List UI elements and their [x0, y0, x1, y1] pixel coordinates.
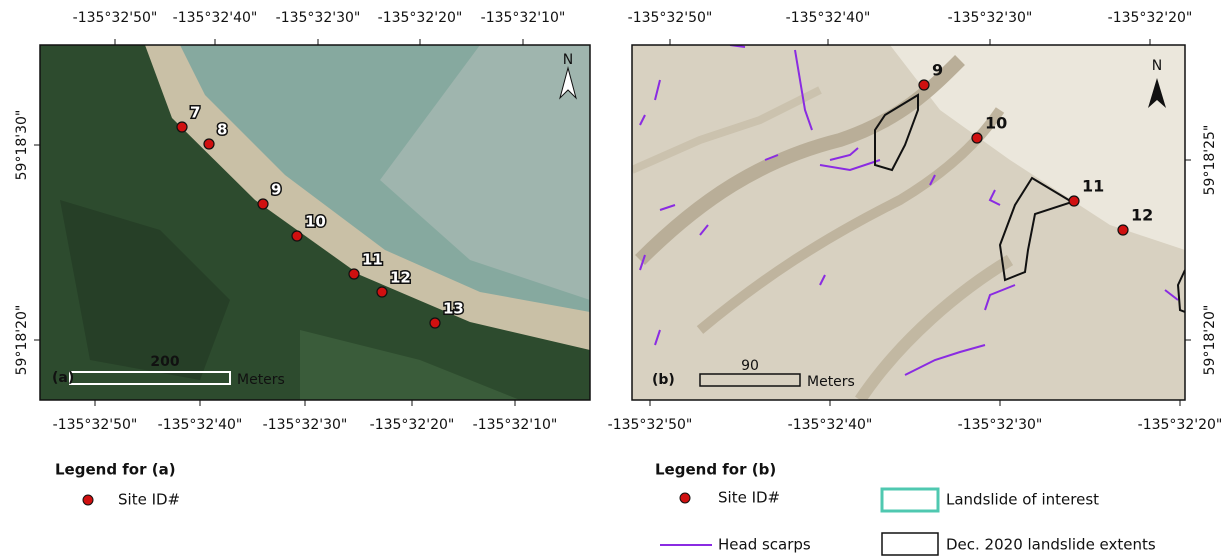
site-marker: [972, 133, 982, 143]
top-coordinate-label: -135°32'20": [378, 10, 463, 26]
top-coordinate-label: -135°32'40": [173, 10, 258, 26]
top-coordinate-label: -135°32'50": [628, 10, 713, 26]
site-marker: [1118, 225, 1128, 235]
site-label: 12: [1131, 206, 1153, 225]
top-coordinate-label: -135°32'20": [1108, 10, 1193, 26]
legend-title: Legend for (a): [55, 461, 176, 479]
legend-label: Site ID#: [118, 491, 180, 509]
bottom-coordinate-label: -135°32'40": [158, 417, 243, 433]
hillshade-b: [632, 45, 1185, 400]
site-marker: [919, 80, 929, 90]
scale-unit: Meters: [807, 374, 855, 390]
bottom-coordinate-label: -135°32'30": [958, 417, 1043, 433]
site-label: 9: [271, 181, 281, 199]
site-label: 13: [443, 300, 464, 318]
bottom-coordinate-label: -135°32'20": [1138, 417, 1223, 433]
side-coordinate-label: 59°18'30": [14, 110, 30, 181]
legend-label: Head scarps: [718, 536, 811, 554]
site-marker: [349, 269, 359, 279]
site-marker: [258, 199, 268, 209]
legend-interest-symbol: [882, 489, 938, 511]
scale-unit: Meters: [237, 372, 285, 388]
side-coordinate-label: 59°18'20": [14, 305, 30, 376]
bottom-coordinate-label: -135°32'50": [608, 417, 693, 433]
side-coordinate-label: 59°18'20": [1202, 305, 1218, 376]
bottom-coordinate-label: -135°32'20": [370, 417, 455, 433]
site-marker: [377, 287, 387, 297]
site-label: 12: [390, 269, 411, 287]
site-label: 11: [1082, 177, 1104, 196]
site-label: 10: [985, 114, 1007, 133]
north-label: N: [563, 52, 573, 68]
legend-title: Legend for (b): [655, 461, 776, 479]
legend-label: Dec. 2020 landslide extents: [946, 536, 1156, 554]
top-coordinate-label: -135°32'30": [276, 10, 361, 26]
site-marker: [177, 122, 187, 132]
legend-label: Site ID#: [718, 489, 780, 507]
legend-site-symbol: [680, 493, 690, 503]
site-label: 8: [217, 121, 227, 139]
scale-value: 200: [150, 354, 179, 370]
site-marker: [292, 231, 302, 241]
bottom-coordinate-label: -135°32'10": [473, 417, 558, 433]
legend-label: Landslide of interest: [946, 491, 1099, 509]
figure: Legend for (a) Site ID# Legend for (b) S…: [0, 0, 1228, 557]
site-label: 11: [362, 251, 383, 269]
top-coordinate-label: -135°32'50": [73, 10, 158, 26]
site-label: 10: [305, 213, 326, 231]
scale-value: 90: [741, 358, 759, 374]
site-marker: [1069, 196, 1079, 206]
bottom-coordinate-label: -135°32'40": [788, 417, 873, 433]
panel-label: (b): [652, 372, 675, 388]
top-coordinate-label: -135°32'40": [786, 10, 871, 26]
top-coordinate-label: -135°32'30": [948, 10, 1033, 26]
site-label: 7: [190, 104, 200, 122]
site-marker: [430, 318, 440, 328]
site-marker: [204, 139, 214, 149]
bottom-coordinate-label: -135°32'30": [263, 417, 348, 433]
legend-extents-symbol: [882, 533, 938, 555]
site-label: 9: [932, 61, 943, 80]
top-coordinate-label: -135°32'10": [481, 10, 566, 26]
bottom-coordinate-label: -135°32'50": [53, 417, 138, 433]
legend-site-symbol: [83, 495, 93, 505]
panel-label: (a): [52, 370, 74, 386]
side-coordinate-label: 59°18'25": [1202, 125, 1218, 196]
north-label: N: [1152, 58, 1162, 74]
